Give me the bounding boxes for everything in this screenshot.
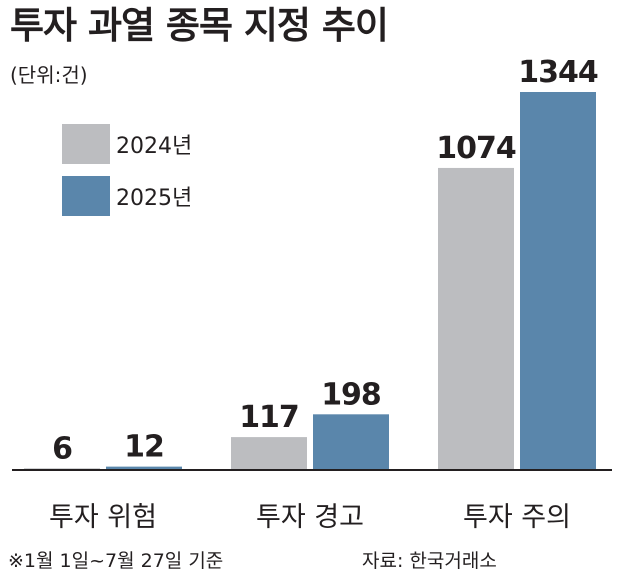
legend-swatch-2025 [62,176,110,216]
value-label-2-series-1: 1344 [518,55,598,90]
legend-item-2025: 2025년 [62,176,192,216]
bar-2-series-0 [438,167,514,470]
legend-item-2024: 2024년 [62,124,192,164]
bar-2-series-1 [520,92,596,470]
category-label-0: 투자 위험 [49,502,157,533]
bar-1-series-1 [313,414,389,470]
category-labels-group: 투자 위험 투자 경고 투자 주의 [49,502,571,533]
unit-label: (단위:건) [10,63,88,87]
value-label-2-series-0: 1074 [436,131,516,166]
bar-1-series-0 [231,437,307,470]
source-note: 자료: 한국거래소 [362,550,497,572]
legend-label-2024: 2024년 [116,134,193,159]
bar-0-series-1 [106,466,182,470]
legend-swatch-2024 [62,124,110,164]
value-label-1-series-0: 117 [239,400,299,435]
value-labels-group: 6 12 117 198 1074 1344 [52,55,599,466]
value-label-1-series-1: 198 [321,377,381,412]
category-label-2: 투자 주의 [463,502,571,533]
category-label-1: 투자 경고 [256,502,364,533]
value-label-0-series-1: 12 [124,430,164,465]
footnote: ※1월 1일~7월 27일 기준 [8,550,224,572]
value-label-0-series-0: 6 [52,431,72,466]
chart-title: 투자 과열 종목 지정 추이 [10,4,389,47]
legend-label-2025: 2025년 [116,186,193,211]
bars-group [24,92,596,470]
